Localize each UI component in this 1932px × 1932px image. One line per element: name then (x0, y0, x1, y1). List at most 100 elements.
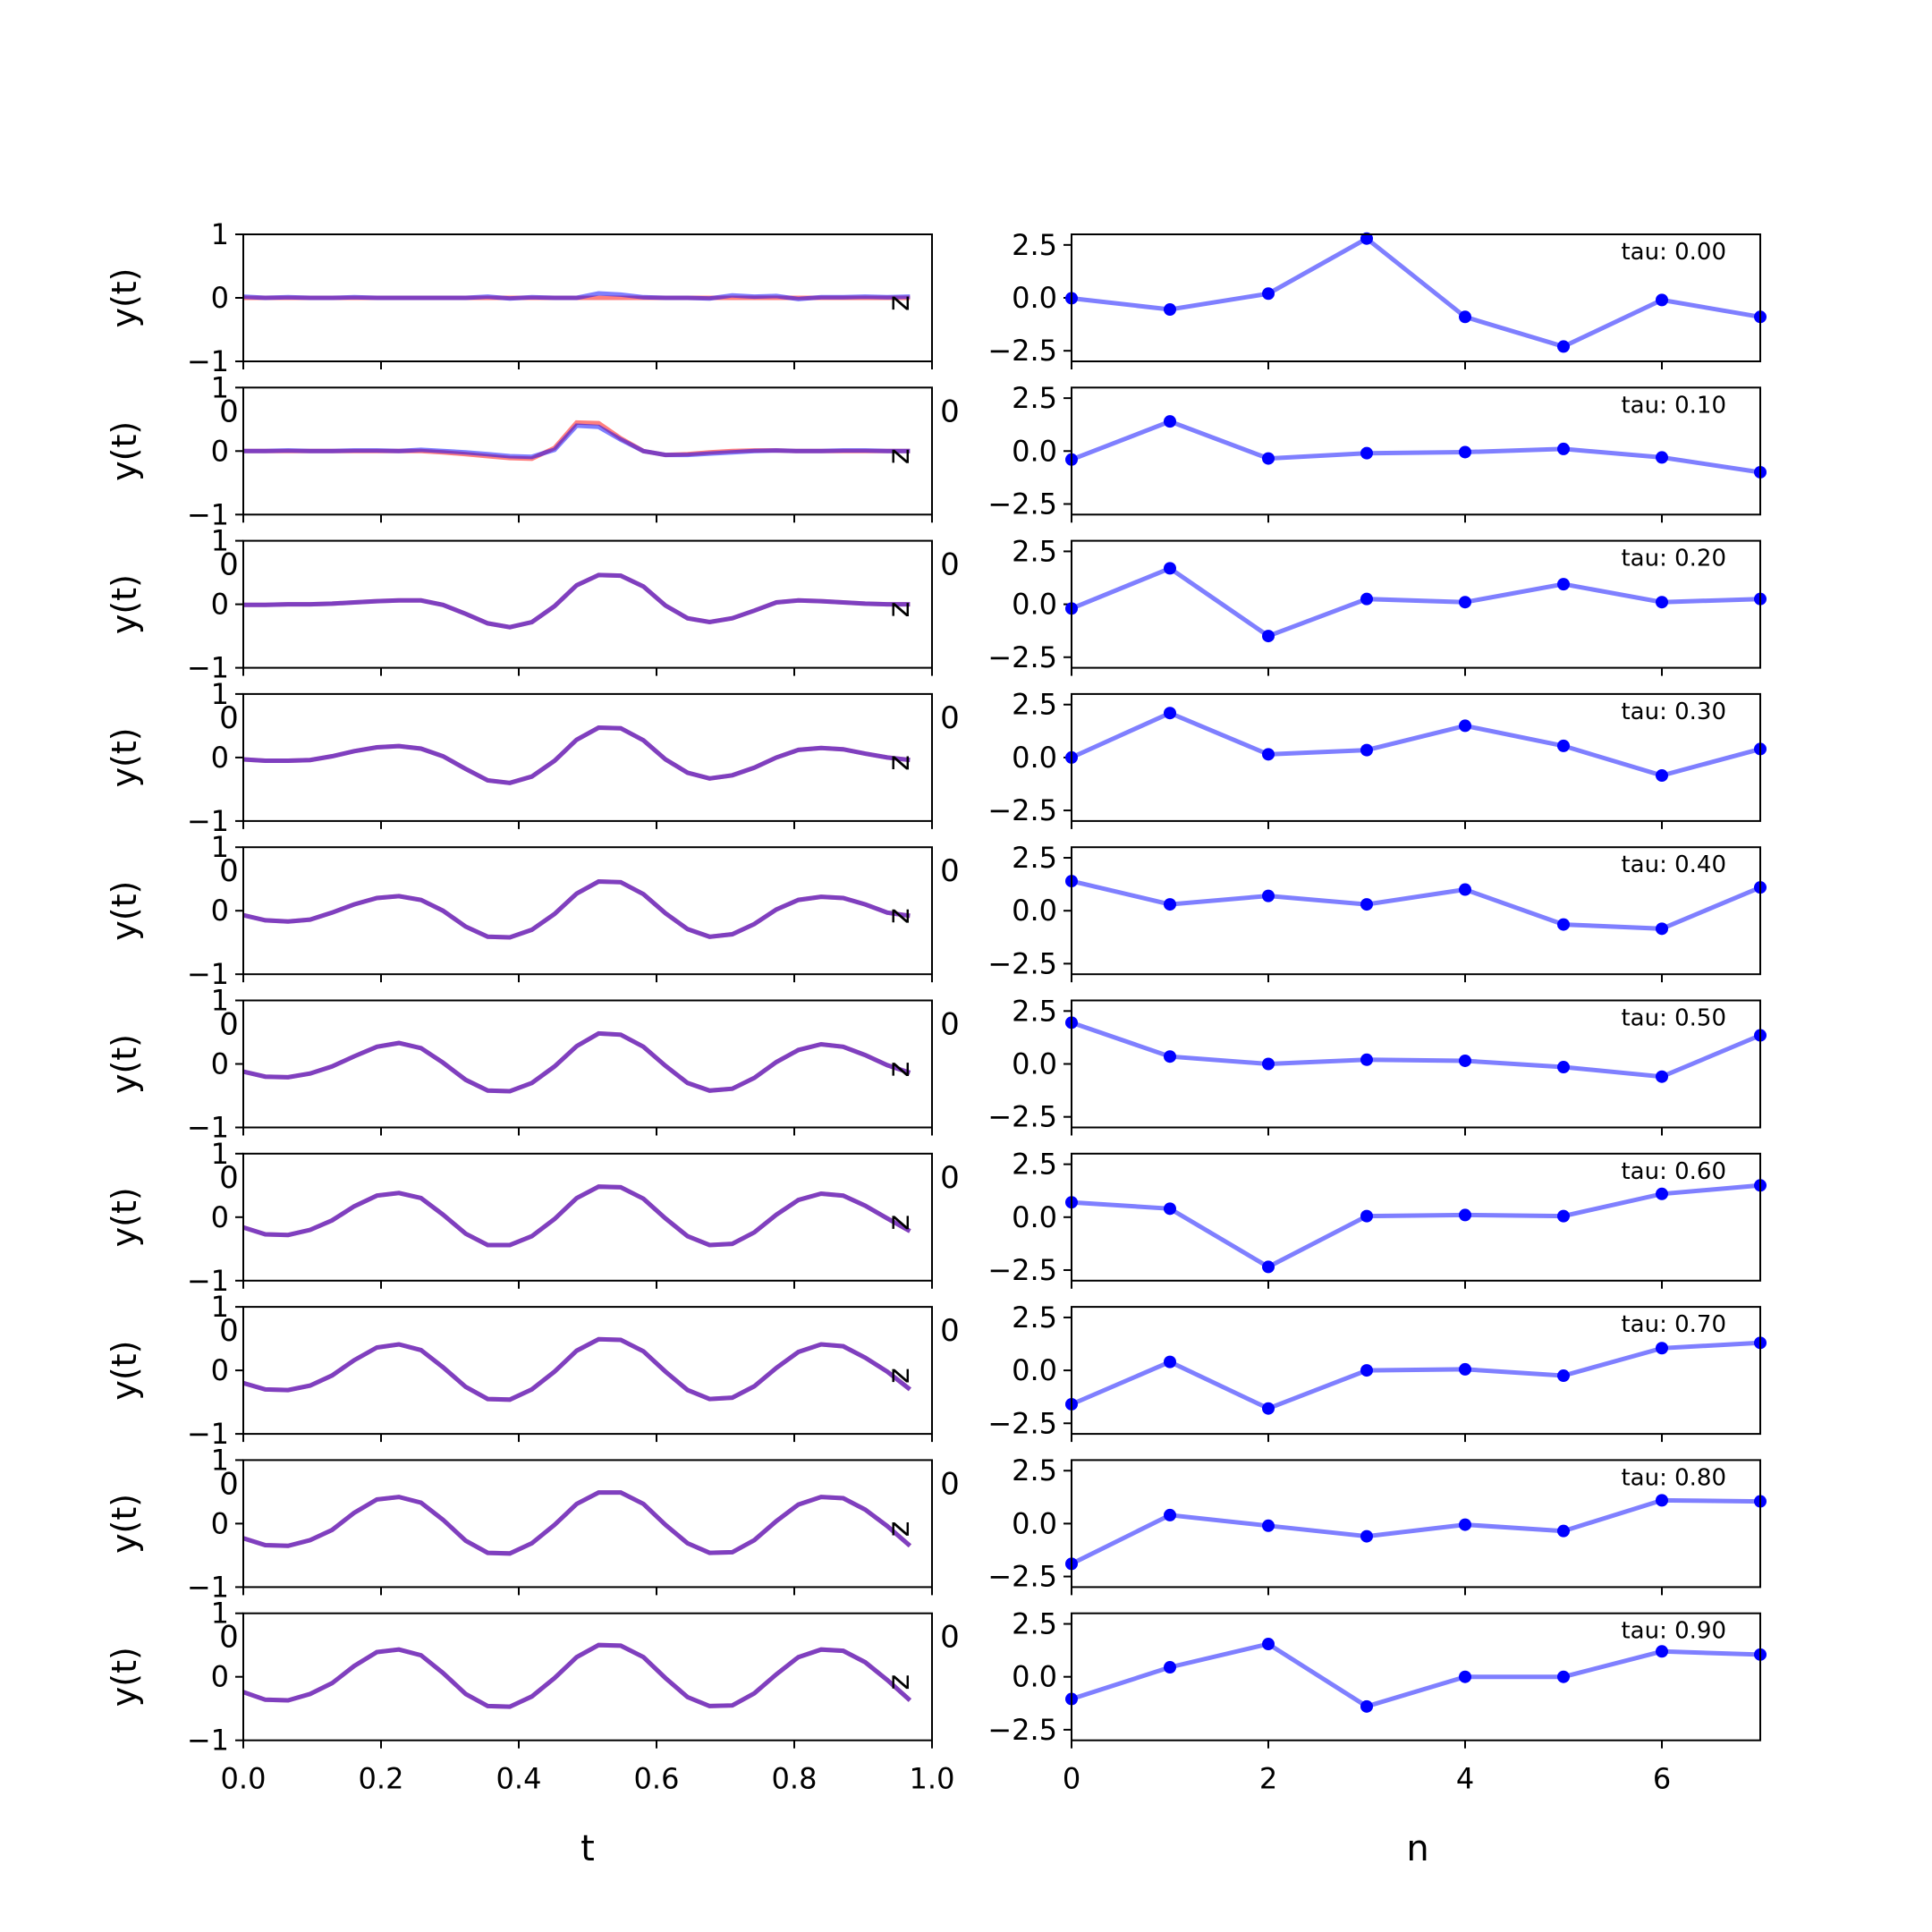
y-tick-label: 0.0 (1012, 588, 1057, 622)
left-panel-7 (235, 1306, 933, 1443)
y-tick-label: 1 (211, 370, 229, 404)
y-tick-label: 1 (211, 217, 229, 251)
series-prediction-line (243, 1336, 911, 1402)
data-point (1459, 1670, 1471, 1683)
series-prediction-line (243, 291, 911, 301)
stray-zero-label: 0 (219, 700, 239, 736)
y-tick-label: 2.5 (1012, 1453, 1057, 1487)
y-tick-label: 2.5 (1012, 1607, 1057, 1641)
y-tick-label: 0.0 (1012, 1660, 1057, 1694)
y-tick-label: 0 (211, 894, 229, 928)
y-tick-label: −2.5 (987, 1253, 1057, 1287)
y-tick-label: 0 (211, 1660, 229, 1694)
stray-zero-label: 0 (219, 1007, 239, 1043)
side-label-z: z (881, 1215, 917, 1231)
x-tick-label: 0 (1063, 1762, 1080, 1796)
y-tick-label: −2.5 (987, 946, 1057, 980)
data-point (1262, 1519, 1275, 1532)
right-panel-1 (1063, 386, 1767, 523)
data-point (1262, 1057, 1275, 1071)
left-panel-4 (235, 846, 933, 983)
y-tick-label: −1 (187, 1417, 229, 1451)
y-tick-label: −2.5 (987, 487, 1057, 521)
data-point (1360, 1053, 1373, 1066)
series-prediction-line (243, 1642, 912, 1709)
y-axis-label: y(t) (105, 574, 144, 634)
tau-annotation: tau: 0.70 (1621, 1311, 1726, 1338)
y-tick-label: −1 (187, 1570, 229, 1604)
x-tick-label: 1.0 (910, 1762, 955, 1796)
series-line (1071, 235, 1761, 350)
stray-zero-label: 0 (219, 394, 239, 429)
y-tick-label: 0 (211, 1047, 229, 1081)
y-tick-label: 0.0 (1012, 894, 1057, 928)
x-tick-label: 0.2 (359, 1762, 404, 1796)
y-tick-label: 1 (211, 984, 229, 1018)
right-axes-frame (1071, 1306, 1761, 1436)
left-panel-9 (235, 1612, 933, 1749)
side-label-z: z (881, 1521, 917, 1537)
stray-zero-label: 0 (940, 1313, 960, 1349)
left-panel-2 (235, 539, 933, 676)
x-tick-label: 0.0 (221, 1762, 267, 1796)
y-tick-label: 1 (211, 1443, 229, 1477)
y-tick-label: 0.0 (1012, 1353, 1057, 1387)
tau-annotation: tau: 0.50 (1621, 1005, 1726, 1032)
y-axis-label: y(t) (105, 267, 144, 327)
stray-zero-label: 0 (940, 1007, 960, 1043)
right-panel-8 (1063, 1459, 1767, 1596)
y-tick-label: 0 (211, 1353, 229, 1387)
y-tick-label: −1 (187, 1264, 229, 1298)
side-label-z: z (881, 755, 917, 771)
y-tick-label: −2.5 (987, 334, 1057, 368)
y-tick-label: −2.5 (987, 1406, 1057, 1440)
left-axes-frame (242, 999, 933, 1129)
x-axis-label-n: n (1406, 1828, 1428, 1869)
data-point (1557, 578, 1570, 591)
series-line (1071, 1340, 1761, 1411)
y-tick-label: 0.0 (1012, 1506, 1057, 1540)
y-tick-label: −1 (187, 1724, 229, 1758)
y-axis-label: y(t) (105, 1034, 144, 1094)
y-tick-label: 2.5 (1012, 228, 1057, 262)
data-point (1164, 707, 1176, 720)
data-point (1262, 889, 1275, 902)
stray-zero-label: 0 (940, 1160, 960, 1196)
x-tick-label: 4 (1456, 1762, 1474, 1796)
data-point (1557, 1061, 1570, 1074)
right-axes-frame (1071, 846, 1761, 976)
right-panel-2 (1063, 539, 1767, 676)
data-point (1459, 596, 1471, 609)
y-tick-label: 2.5 (1012, 688, 1057, 722)
data-point (1360, 446, 1373, 460)
right-panel-3 (1063, 692, 1767, 829)
data-point (1656, 451, 1668, 464)
series-prediction-line (243, 1030, 911, 1094)
side-label-z: z (881, 908, 917, 924)
y-tick-label: 0 (211, 741, 229, 775)
y-tick-label: 0 (211, 434, 229, 468)
data-point (1360, 1209, 1373, 1223)
data-point (1459, 310, 1471, 324)
data-point (1164, 1661, 1176, 1674)
x-tick-label: 2 (1259, 1762, 1277, 1796)
series-prediction-line (243, 878, 911, 940)
tau-annotation: tau: 0.20 (1621, 546, 1726, 572)
y-tick-label: −2.5 (987, 793, 1057, 827)
y-tick-label: 1 (211, 677, 229, 711)
data-point (1656, 1187, 1668, 1200)
stray-zero-label: 0 (219, 1313, 239, 1349)
series-line (1071, 1182, 1761, 1270)
data-point (1164, 1355, 1176, 1368)
tau-annotation: tau: 0.60 (1621, 1158, 1726, 1185)
data-point (1557, 340, 1570, 353)
series-prediction-line (243, 572, 911, 630)
y-axis-label: y(t) (105, 1187, 144, 1247)
right-panel-6 (1063, 1152, 1767, 1289)
stray-zero-label: 0 (219, 1160, 239, 1196)
y-tick-label: 1 (211, 830, 229, 864)
data-point (1656, 769, 1668, 783)
right-panel-7 (1063, 1306, 1767, 1443)
right-axes-frame (1071, 1459, 1761, 1589)
y-tick-label: 1 (211, 524, 229, 558)
